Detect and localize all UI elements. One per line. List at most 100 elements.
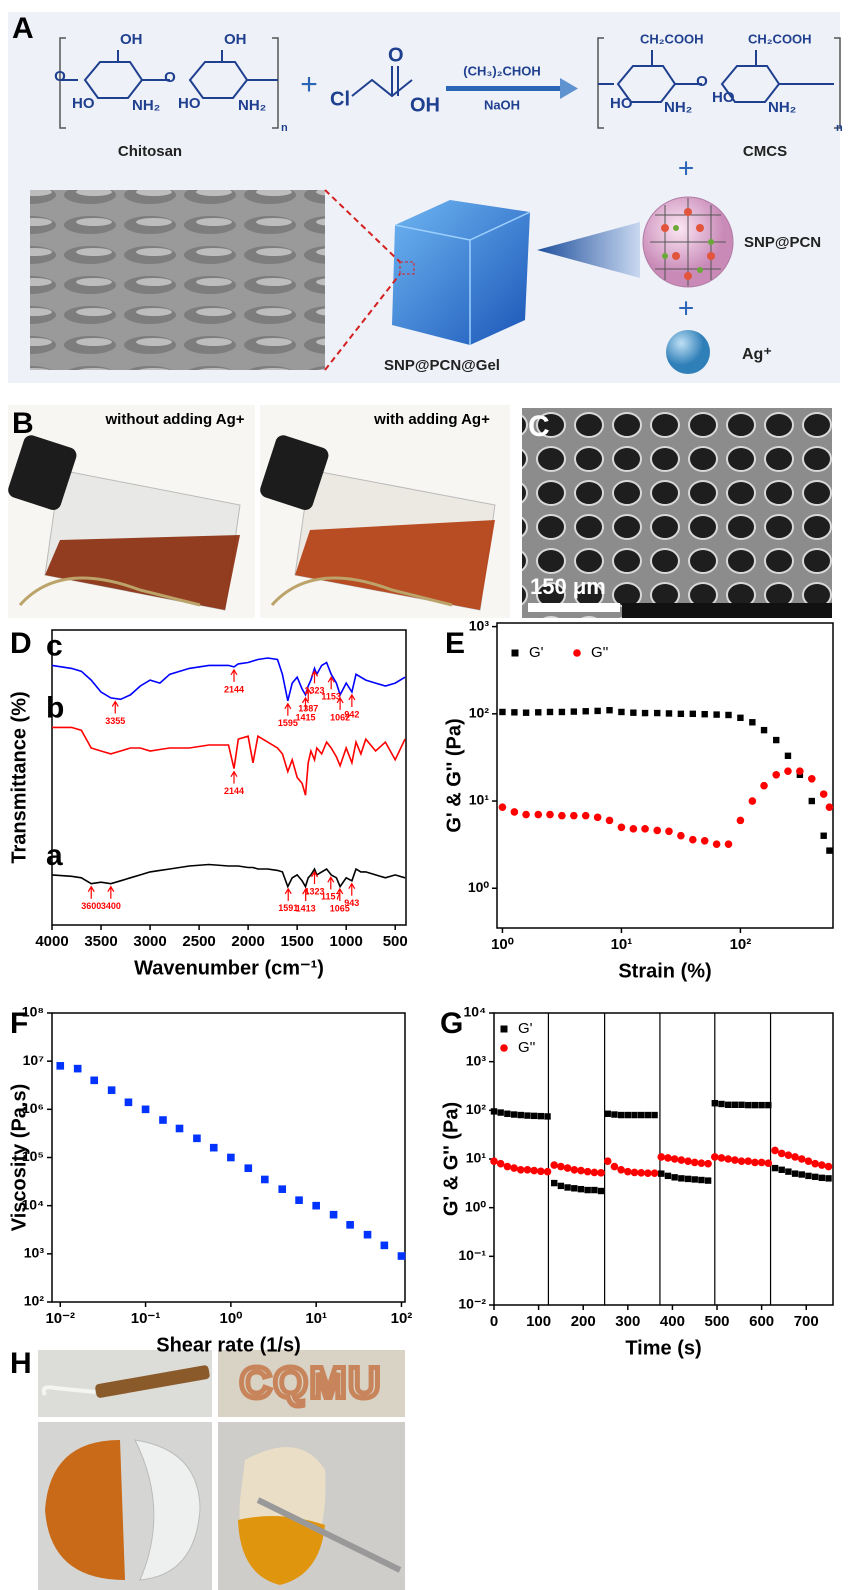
group-label: O xyxy=(388,44,404,66)
data-point xyxy=(758,1159,766,1167)
x-tick-label: 10¹ xyxy=(611,936,633,953)
y-tick-label: 10⁻¹ xyxy=(458,1247,486,1263)
data-point xyxy=(618,709,624,715)
panel-label: H xyxy=(10,1347,32,1380)
compound-name: Chitosan xyxy=(118,143,182,160)
y-axis-title: G' & G'' (Pa) xyxy=(440,1102,462,1216)
data-point xyxy=(598,1188,604,1194)
data-point xyxy=(530,1167,538,1175)
data-point xyxy=(564,1184,570,1190)
group-label: OH xyxy=(120,31,143,48)
x-tick-label: 2000 xyxy=(231,933,264,950)
data-point xyxy=(606,707,612,713)
x-axis-title: Shear rate (1/s) xyxy=(156,1334,301,1356)
data-point xyxy=(557,1163,565,1171)
data-point xyxy=(511,808,519,816)
data-point xyxy=(691,1159,699,1167)
y-tick-label: 10² xyxy=(466,1101,487,1117)
data-point xyxy=(618,1112,624,1118)
data-point xyxy=(658,1170,664,1176)
peak-label: 3400 xyxy=(101,901,121,911)
peak-arrow xyxy=(108,887,114,899)
data-point xyxy=(752,1102,758,1108)
data-point xyxy=(761,727,767,733)
x-tick-label: 700 xyxy=(794,1313,819,1330)
data-point xyxy=(718,1101,724,1107)
x-tick-label: 3000 xyxy=(133,933,166,950)
y-tick-label: 10⁰ xyxy=(468,879,490,895)
data-point xyxy=(558,1183,564,1189)
data-point xyxy=(584,1187,590,1193)
panel-label: E xyxy=(445,627,465,660)
data-point xyxy=(678,1156,686,1164)
data-point xyxy=(749,719,755,725)
data-point xyxy=(712,1100,718,1106)
data-point xyxy=(654,710,660,716)
data-point xyxy=(559,709,565,715)
data-point xyxy=(819,1175,825,1181)
data-point xyxy=(330,1211,338,1219)
photo xyxy=(218,1422,405,1590)
y-tick-label: 10³ xyxy=(469,617,490,633)
data-point xyxy=(671,1174,677,1180)
printed-hydrogel-text: CQMU xyxy=(240,1359,382,1408)
peak-label: 2144 xyxy=(224,786,244,796)
data-point xyxy=(227,1154,235,1162)
data-point xyxy=(517,1166,525,1174)
data-point xyxy=(792,1170,798,1176)
panel-label: B xyxy=(12,407,34,440)
svg-text:O: O xyxy=(54,68,66,85)
data-point xyxy=(624,1168,632,1176)
data-point xyxy=(651,1112,657,1118)
data-point xyxy=(295,1196,303,1204)
data-point xyxy=(159,1116,167,1124)
data-point xyxy=(523,709,529,715)
peak-arrow xyxy=(112,702,118,714)
legend-label: G' xyxy=(518,1020,533,1037)
data-point xyxy=(812,1174,818,1180)
data-point xyxy=(811,1160,819,1168)
data-point xyxy=(312,1202,320,1210)
x-tick-label: 200 xyxy=(571,1313,596,1330)
data-point xyxy=(210,1144,218,1152)
data-point xyxy=(713,840,721,848)
data-point xyxy=(796,767,804,775)
panel-label: G xyxy=(440,1007,463,1040)
x-axis-title: Wavenumber (cm⁻¹) xyxy=(134,957,324,979)
data-point xyxy=(564,1164,572,1172)
data-point xyxy=(785,1151,793,1159)
spectrum-line xyxy=(52,727,405,795)
data-point xyxy=(773,737,779,743)
panel-label: C xyxy=(528,410,550,443)
svg-text:O: O xyxy=(696,73,708,90)
data-point xyxy=(725,1102,731,1108)
y-tick-label: 10² xyxy=(469,705,490,721)
data-point xyxy=(772,771,780,779)
panel-label: D xyxy=(10,627,32,660)
data-point xyxy=(825,1175,831,1181)
x-axis-title: Strain (%) xyxy=(618,960,711,982)
group-label: NH₂ xyxy=(768,99,796,116)
y-tick-label: 10¹ xyxy=(466,1150,487,1166)
data-point xyxy=(125,1098,133,1106)
data-point xyxy=(698,1177,704,1183)
peak-arrow xyxy=(349,884,355,896)
data-point xyxy=(550,1161,558,1169)
group-label: NH₂ xyxy=(132,97,160,114)
photo xyxy=(38,1350,212,1417)
data-point xyxy=(642,710,648,716)
data-point xyxy=(535,709,541,715)
data-point xyxy=(611,1111,617,1117)
panel-label: A xyxy=(12,12,34,45)
series-label: b xyxy=(46,691,64,724)
peak-label: 1153 xyxy=(321,692,341,702)
data-point xyxy=(666,710,672,716)
data-point xyxy=(751,1159,759,1167)
data-point xyxy=(278,1185,286,1193)
photo xyxy=(38,1422,212,1590)
data-point xyxy=(737,715,743,721)
data-point xyxy=(644,1169,652,1177)
data-point xyxy=(738,1157,746,1165)
data-point xyxy=(765,1102,771,1108)
data-point xyxy=(511,709,517,715)
